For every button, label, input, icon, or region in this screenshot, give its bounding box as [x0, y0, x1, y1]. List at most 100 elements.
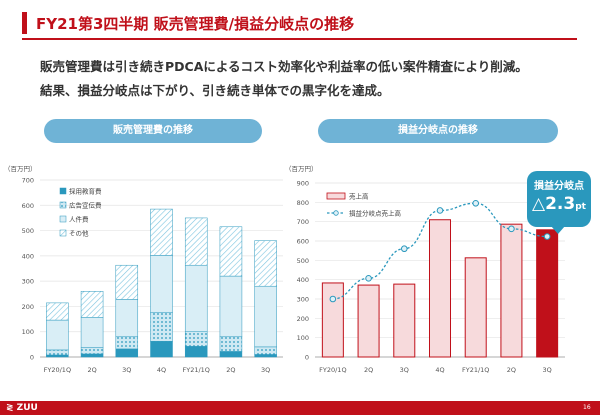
y-tick-label: 100	[22, 328, 34, 336]
bar-segment	[254, 285, 277, 348]
bar-segment	[150, 208, 173, 256]
bar-segment	[254, 240, 277, 287]
revenue-bar	[393, 283, 416, 358]
bar-segment	[254, 354, 277, 358]
bar-segment	[254, 346, 277, 355]
y-tick-label: 700	[22, 177, 34, 185]
bar-segment	[46, 302, 69, 321]
breakeven-point	[329, 295, 337, 303]
legend-label: 売上高	[349, 192, 369, 201]
bar-segment	[80, 317, 104, 348]
y-tick-label: 300	[297, 296, 309, 304]
bar-segment	[115, 336, 139, 350]
bar-segment	[80, 347, 104, 355]
y-tick-label: 300	[22, 278, 34, 286]
sga-stacked-bar-chart: （百万円） 0 100 200 300 400 500 600 700 FY20/1Q 2Q 3Q 4Q…	[4, 165, 283, 374]
legend-swatch	[59, 201, 67, 209]
bar-segment	[150, 311, 173, 342]
legend-label: 人件費	[69, 215, 89, 224]
legend-swatch	[326, 192, 346, 200]
y-tick-label: 500	[22, 227, 34, 235]
bar-segment	[150, 255, 173, 313]
revenue-bar	[357, 284, 380, 358]
legend-swatch	[59, 187, 67, 195]
breakeven-point	[472, 200, 480, 207]
y-tick-label: 0	[30, 354, 34, 362]
x-tick-label: 2Q	[226, 366, 235, 374]
bar-segment	[184, 217, 208, 266]
legend-marker	[333, 210, 339, 216]
x-tick-label: 4Q	[435, 366, 444, 374]
bar-segment	[184, 331, 208, 347]
callout-number: △2.3	[532, 194, 576, 214]
x-tick-label: 4Q	[157, 366, 166, 374]
x-tick-label: 3Q	[400, 366, 409, 374]
x-tick-label: FY20/1Q	[319, 366, 346, 374]
summary-line-1: 販売管理費は引き続きPDCAによるコスト効率化や利益率の低い案件精査により削減。	[40, 59, 528, 74]
bar-segment	[184, 346, 208, 358]
legend-label: 採用教育費	[69, 187, 102, 196]
y-tick-label: 0	[305, 354, 309, 362]
bar-segment	[115, 264, 139, 300]
bar-segment	[150, 341, 173, 358]
bar-segment	[46, 354, 69, 358]
revenue-bar	[429, 219, 451, 358]
revenue-bar	[321, 282, 344, 358]
breakeven-point	[436, 207, 444, 214]
callout-unit: pt	[575, 202, 586, 212]
callout-value: △2.3pt	[527, 194, 591, 214]
breakeven-callout: 損益分岐点 △2.3pt	[527, 171, 591, 227]
sga-chart-heading: 販売管理費の推移	[44, 119, 262, 143]
summary-line-2: 結果、損益分岐点は下がり、引き続き単体での黒字化を達成。	[40, 83, 390, 98]
bar-segment	[115, 348, 139, 358]
bar-segment	[184, 264, 208, 332]
x-tick-label: 3Q	[543, 366, 552, 374]
bar-segment	[46, 349, 69, 356]
zuu-logo: ≷ ZUU	[6, 403, 38, 413]
legend-swatch	[59, 229, 67, 237]
y-tick-label: 400	[297, 276, 309, 284]
page-title: FY21第3四半期 販売管理費/損益分岐点の推移	[36, 15, 355, 33]
x-tick-label: FY20/1Q	[44, 366, 71, 374]
revenue-bar	[536, 229, 559, 358]
bar-segment	[80, 291, 104, 318]
legend-label: 損益分岐点売上高	[349, 209, 402, 218]
revenue-bar	[500, 223, 523, 358]
y-tick-label: 500	[297, 257, 309, 265]
breakeven-point	[400, 245, 408, 253]
title-accent	[22, 12, 27, 34]
bar-segment	[219, 275, 243, 338]
revenue-bar	[464, 257, 487, 358]
legend-label: その他	[69, 229, 89, 238]
y-tick-label: 700	[297, 218, 309, 226]
bar-segment	[219, 336, 243, 352]
callout-pointer	[551, 226, 565, 234]
x-tick-label: 2Q	[87, 366, 96, 374]
y-tick-label: 400	[22, 252, 34, 260]
bar-segment	[80, 353, 104, 358]
y-unit-label: （百万円）	[285, 165, 318, 173]
bar-segment	[219, 226, 243, 277]
bar-segment	[46, 319, 69, 351]
y-tick-label: 200	[22, 303, 34, 311]
x-tick-label: FY21/1Q	[183, 366, 210, 374]
x-tick-label: 2Q	[364, 366, 373, 374]
x-tick-label: FY21/1Q	[462, 366, 489, 374]
x-tick-label: 3Q	[261, 366, 270, 374]
breakeven-chart-heading: 損益分岐点の推移	[318, 119, 558, 143]
title-bar: FY21第3四半期 販売管理費/損益分岐点の推移	[22, 10, 577, 40]
bar-segment	[115, 299, 139, 338]
y-tick-label: 900	[297, 180, 309, 188]
legend-swatch	[59, 215, 67, 223]
breakeven-point	[508, 225, 515, 233]
bar-segment	[219, 351, 243, 358]
y-tick-label: 800	[297, 199, 309, 207]
x-tick-label: 3Q	[122, 366, 131, 374]
y-unit-label: （百万円）	[4, 165, 37, 173]
y-tick-label: 600	[297, 238, 309, 246]
legend-label: 広告宣伝費	[69, 201, 102, 210]
y-tick-label: 100	[297, 334, 309, 342]
breakeven-bar-line-chart: （百万円） 0 100 200 300 400 500 600 700 800 900 FY20/1Q…	[285, 165, 565, 374]
x-tick-label: 2Q	[507, 366, 516, 374]
y-tick-label: 600	[22, 202, 34, 210]
